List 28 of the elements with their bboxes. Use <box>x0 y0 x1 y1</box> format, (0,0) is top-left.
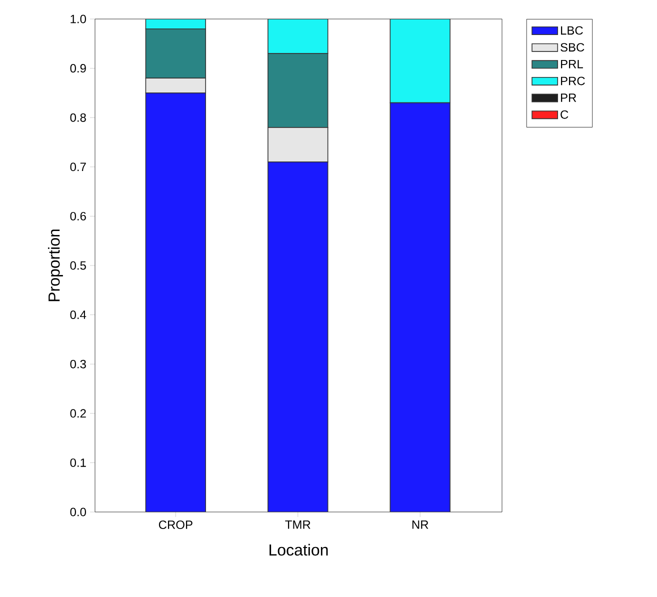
y-tick-label: 0.9 <box>70 64 86 73</box>
y-tick-label: 1.0 <box>70 14 86 24</box>
legend-label: PR <box>561 94 576 102</box>
y-tick-label: 0.7 <box>70 162 86 172</box>
x-tick-label: CROP <box>158 520 192 530</box>
x-tick-label: NR <box>412 520 428 529</box>
y-tick-label: 0.8 <box>70 113 86 122</box>
legend-label: C <box>560 110 568 119</box>
y-tick-label: 0.5 <box>70 261 86 270</box>
y-tick-label: 0.4 <box>70 310 86 320</box>
legend-label: SBC <box>560 43 584 52</box>
x-tick-label: TMR <box>285 520 310 529</box>
bar <box>390 18 450 104</box>
bar <box>268 162 328 512</box>
bar <box>390 102 450 512</box>
bar <box>145 92 206 512</box>
legend-label: LBC <box>561 26 583 35</box>
x-axis-title: Location <box>270 544 328 556</box>
bar <box>268 18 328 54</box>
y-tick-label: 0.0 <box>70 508 86 516</box>
legend-label: PRL <box>561 60 583 68</box>
y-tick-label: 0.2 <box>70 409 86 418</box>
y-tick-label: 0.3 <box>70 360 86 368</box>
y-axis-title: Proportion <box>48 230 63 302</box>
y-tick-label: 0.1 <box>70 458 86 467</box>
bar <box>145 18 206 30</box>
y-tick-label: 0.6 <box>70 212 86 220</box>
legend-label: PRC <box>561 76 585 86</box>
